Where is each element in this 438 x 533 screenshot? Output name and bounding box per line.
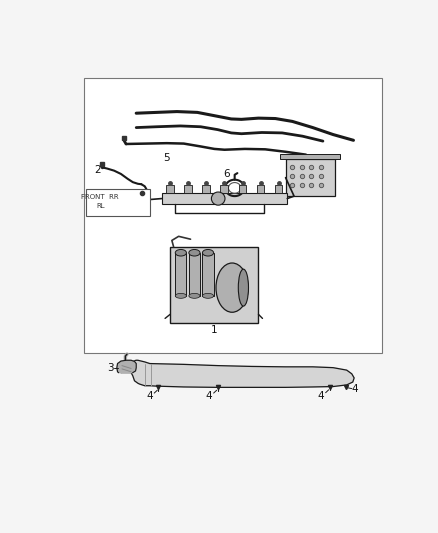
Bar xyxy=(220,184,228,193)
Bar xyxy=(286,159,335,196)
Text: 1: 1 xyxy=(211,325,218,335)
Polygon shape xyxy=(117,360,136,373)
Bar xyxy=(202,253,214,296)
Bar xyxy=(202,184,210,193)
Ellipse shape xyxy=(189,293,200,298)
Text: 2: 2 xyxy=(94,165,100,175)
Ellipse shape xyxy=(202,293,214,298)
Text: 6: 6 xyxy=(223,168,230,179)
Bar xyxy=(239,184,246,193)
Text: 4: 4 xyxy=(146,391,153,401)
Bar xyxy=(280,154,340,159)
Bar xyxy=(166,184,173,193)
Bar xyxy=(86,189,151,216)
Bar xyxy=(84,78,382,353)
Text: 4: 4 xyxy=(352,384,358,394)
Polygon shape xyxy=(121,360,354,387)
Ellipse shape xyxy=(238,269,248,306)
Bar xyxy=(170,247,258,322)
Bar xyxy=(275,184,282,193)
Bar xyxy=(175,253,187,296)
Ellipse shape xyxy=(202,249,214,256)
Bar xyxy=(184,184,192,193)
Text: FRONT  RR: FRONT RR xyxy=(81,193,119,199)
Ellipse shape xyxy=(175,249,187,256)
Ellipse shape xyxy=(216,263,248,312)
Text: 4: 4 xyxy=(206,391,212,401)
Ellipse shape xyxy=(189,249,200,256)
Ellipse shape xyxy=(175,293,187,298)
Text: 5: 5 xyxy=(163,152,170,163)
Text: 4: 4 xyxy=(318,391,325,401)
Text: RL: RL xyxy=(96,204,105,209)
Bar xyxy=(162,193,287,204)
Bar xyxy=(189,253,200,296)
Text: 3: 3 xyxy=(107,363,113,373)
Bar xyxy=(257,184,264,193)
Ellipse shape xyxy=(212,192,225,205)
